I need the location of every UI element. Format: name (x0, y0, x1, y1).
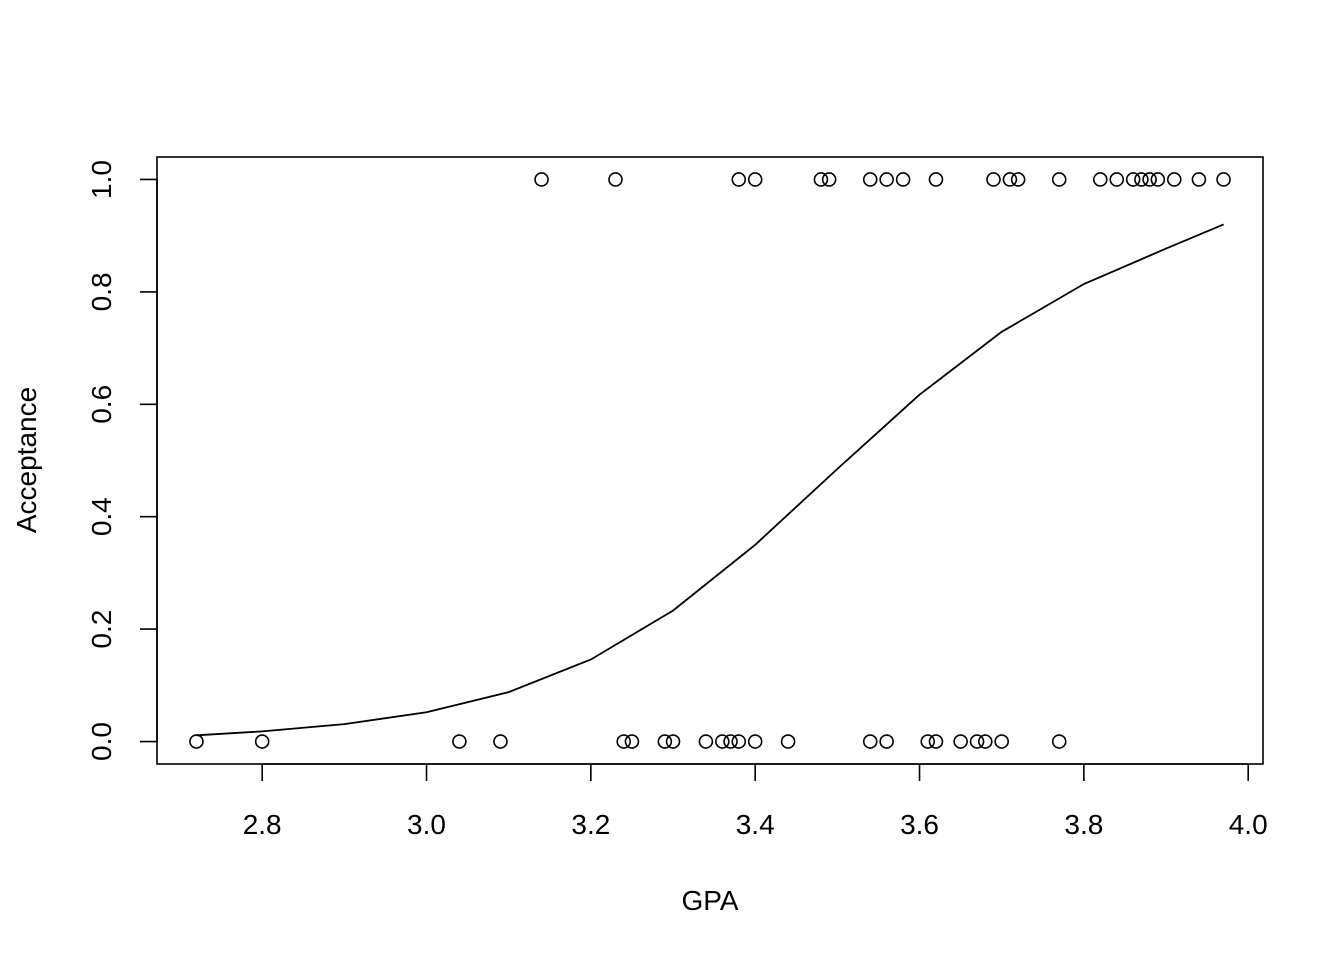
point-accepted (1109, 172, 1125, 187)
x-tick-label: 4.0 (1229, 809, 1268, 840)
y-tick-label: 0.6 (86, 385, 117, 424)
plot-frame (156, 156, 1264, 765)
point-accepted (1093, 172, 1108, 187)
y-tick-label: 0.8 (86, 272, 117, 311)
x-tick-label: 3.0 (407, 809, 446, 840)
point-accepted (813, 172, 829, 187)
point-rejected (747, 734, 763, 749)
point-accepted (608, 172, 623, 187)
point-rejected (920, 734, 936, 749)
point-accepted (1150, 172, 1166, 187)
point-accepted (731, 172, 747, 187)
point-rejected (969, 734, 985, 749)
point-accepted (534, 172, 549, 187)
y-tick-label: 0.0 (86, 722, 117, 761)
y-axis: 0.0 0.2 0.4 0.6 0.8 1.0 (86, 160, 158, 761)
point-accepted (1002, 172, 1018, 187)
point-accepted (1216, 172, 1231, 187)
point-accepted (928, 172, 944, 187)
y-axis-title: Acceptance (11, 387, 42, 533)
point-rejected (731, 734, 747, 749)
x-tick-label: 3.2 (571, 809, 610, 840)
point-accepted (747, 172, 763, 187)
point-accepted (1191, 172, 1207, 187)
point-accepted (1142, 172, 1157, 187)
point-accepted (821, 172, 837, 187)
point-rejected (624, 734, 640, 749)
point-accepted (1125, 172, 1141, 187)
point-rejected (254, 734, 270, 749)
x-axis: 2.8 3.0 3.2 3.4 3.6 3.8 4.0 (243, 763, 1268, 840)
point-rejected (715, 734, 730, 749)
x-tick-label: 3.6 (900, 809, 939, 840)
y-tick-label: 0.4 (86, 497, 117, 536)
point-rejected (616, 734, 632, 749)
y-tick-label: 1.0 (86, 160, 117, 199)
fitted-logistic-curve (196, 223, 1224, 737)
point-rejected (189, 734, 204, 749)
point-rejected (994, 734, 1010, 749)
y-tick-label: 0.2 (86, 610, 117, 649)
point-rejected (698, 734, 714, 749)
point-accepted (862, 172, 878, 187)
point-accepted (1010, 172, 1026, 187)
point-rejected (780, 734, 796, 749)
x-tick-label: 3.4 (736, 809, 775, 840)
point-accepted (879, 172, 894, 187)
point-rejected (1051, 734, 1067, 749)
x-axis-title: GPA (681, 885, 738, 916)
data-points (189, 172, 1231, 749)
point-rejected (879, 734, 894, 749)
point-rejected (665, 734, 681, 749)
point-rejected (657, 734, 673, 749)
point-accepted (1051, 172, 1067, 187)
point-rejected (723, 734, 738, 749)
point-rejected (977, 734, 993, 749)
point-accepted (986, 172, 1001, 187)
point-accepted (895, 172, 911, 187)
point-rejected (928, 734, 944, 749)
point-accepted (1134, 172, 1149, 187)
point-rejected (862, 734, 878, 749)
x-tick-label: 2.8 (243, 809, 282, 840)
point-rejected (493, 734, 508, 749)
point-rejected (452, 734, 467, 749)
x-tick-label: 3.8 (1064, 809, 1103, 840)
point-accepted (1166, 172, 1182, 187)
point-rejected (953, 734, 968, 749)
